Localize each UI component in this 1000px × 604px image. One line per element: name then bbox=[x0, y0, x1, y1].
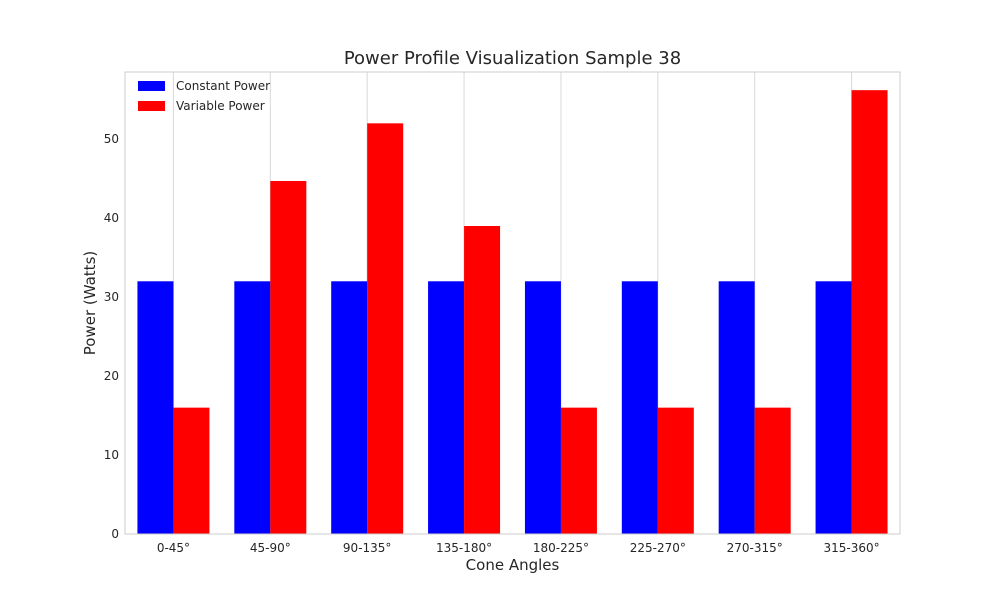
bar bbox=[464, 226, 501, 534]
y-axis-label: Power (Watts) bbox=[81, 251, 99, 355]
tick-labels: 0-45° 45-90° 90-135° 135-180° 180-225° 225-27… bbox=[104, 132, 880, 555]
bar bbox=[851, 90, 888, 535]
legend-label: Constant Power bbox=[176, 79, 270, 93]
plot-frame bbox=[124, 71, 901, 535]
bars bbox=[137, 90, 888, 535]
x-tick-label: 270-315° bbox=[727, 541, 783, 555]
bar bbox=[137, 281, 174, 534]
bar bbox=[621, 281, 658, 534]
x-axis-label: Cone Angles bbox=[466, 556, 560, 574]
y-tick-label: 40 bbox=[104, 211, 119, 225]
chart-title: Power Profile Visualization Sample 38 bbox=[344, 48, 681, 69]
x-tick-label: 180-225° bbox=[533, 541, 589, 555]
legend-swatch bbox=[138, 81, 165, 91]
bar bbox=[270, 180, 307, 534]
bar bbox=[428, 281, 465, 534]
bar bbox=[754, 407, 791, 534]
bar bbox=[331, 281, 368, 534]
y-tick-label: 20 bbox=[104, 369, 119, 383]
y-tick-label: 50 bbox=[104, 132, 119, 146]
legend: Constant Power Variable Power bbox=[138, 79, 270, 113]
bar bbox=[657, 407, 694, 534]
y-tick-label: 10 bbox=[104, 448, 119, 462]
bar bbox=[815, 281, 852, 534]
bar bbox=[718, 281, 755, 534]
x-tick-label: 45-90° bbox=[250, 541, 291, 555]
legend-swatch bbox=[138, 101, 165, 111]
bar bbox=[560, 407, 597, 534]
x-tick-label: 135-180° bbox=[436, 541, 492, 555]
bar bbox=[524, 281, 561, 534]
x-tick-label: 90-135° bbox=[343, 541, 392, 555]
y-tick-label: 30 bbox=[104, 290, 119, 304]
y-tick-label: 0 bbox=[111, 527, 119, 541]
bar bbox=[173, 407, 210, 534]
x-tick-label: 0-45° bbox=[157, 541, 190, 555]
bar bbox=[234, 281, 271, 534]
x-tick-label: 315-360° bbox=[823, 541, 879, 555]
bar bbox=[367, 123, 404, 534]
legend-label: Variable Power bbox=[176, 99, 265, 113]
x-tick-label: 225-270° bbox=[630, 541, 686, 555]
